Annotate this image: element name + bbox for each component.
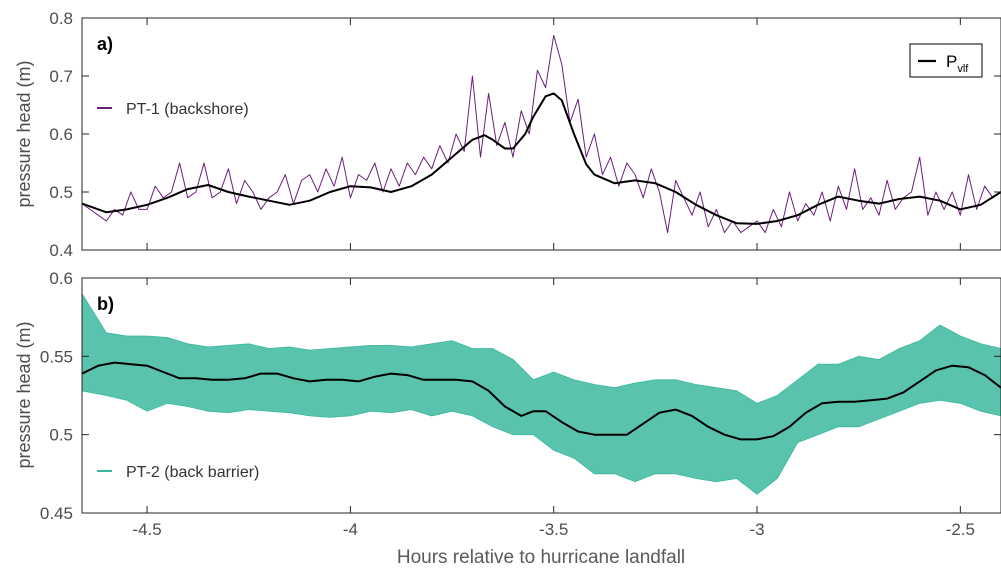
panel-b-xtick-label: -3 [749, 520, 764, 539]
x-axis-label: Hours relative to hurricane landfall [397, 547, 685, 568]
panel-b-ytick-label: 0.45 [40, 504, 73, 523]
panel-b-axes-box [81, 277, 1001, 514]
legend-pvlf-label: Pvlf [946, 52, 969, 75]
panel-a-ytick-label: 0.5 [49, 183, 73, 202]
panel-a-ytick-label: 0.8 [49, 9, 73, 28]
legend-pvlf-subscript: vlf [957, 63, 969, 75]
panel-a-ytick-label: 0.4 [49, 241, 73, 260]
panel-b-xtick-label: -4.5 [132, 520, 161, 539]
panel-a-series-0-line [82, 34, 1001, 234]
panel-a-ytick-label: 0.6 [49, 125, 73, 144]
panel-b-ytick-label: 0.6 [49, 269, 73, 288]
pt1-label: PT-1 (backshore) [126, 101, 249, 118]
panel-b-series [82, 292, 1001, 495]
panel-a: 0.4 0.5 0.6 0.7 0.8 a) pressure head (m) PT-… [14, 9, 1001, 260]
panel-b-ticks: 0.45 0.5 0.55 0.6 -4.5 -4 -3.5 -3 -2.5 [40, 269, 1001, 539]
legend-pvlf-main: P [946, 52, 957, 71]
panel-b-series-1-line [82, 361, 1001, 441]
panel-b-ytick-label: 0.5 [49, 426, 73, 445]
panel-a-series [82, 34, 1001, 234]
panel-b-xtick-label: -2.5 [946, 520, 975, 539]
panel-b-xtick-label: -3.5 [539, 520, 568, 539]
panel-b-label: b) [97, 294, 114, 314]
pt2-label: PT-2 (back barrier) [126, 464, 259, 481]
panel-a-ytick-label: 0.7 [49, 67, 73, 86]
panel-b-ylabel: pressure head (m) [14, 321, 34, 468]
panel-b-xtick-label: -4 [343, 520, 358, 539]
panel-a-label: a) [97, 34, 113, 54]
legend: Pvlf [909, 43, 983, 78]
panel-a-ylabel: pressure head (m) [14, 60, 34, 207]
panel-b-ytick-label: 0.55 [40, 347, 73, 366]
panel-b: 0.45 0.5 0.55 0.6 -4.5 -4 -3.5 -3 -2.5 b) pressu… [14, 269, 1001, 539]
panel-b-series-0-band [82, 292, 1001, 495]
panel-a-ticks: 0.4 0.5 0.6 0.7 0.8 [49, 9, 1001, 260]
panel-a-axes-box [81, 17, 1001, 251]
panel-a-series-1-line [82, 92, 1001, 225]
